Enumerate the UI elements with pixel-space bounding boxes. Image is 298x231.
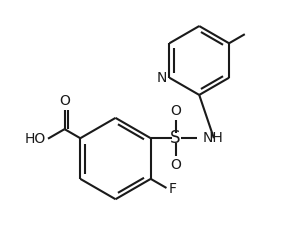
Text: O: O — [59, 94, 70, 108]
Text: S: S — [170, 129, 181, 147]
Text: HO: HO — [24, 132, 46, 146]
Text: F: F — [168, 182, 176, 196]
Text: O: O — [170, 104, 181, 118]
Text: NH: NH — [203, 131, 224, 145]
Text: N: N — [156, 71, 167, 85]
Text: O: O — [170, 158, 181, 172]
